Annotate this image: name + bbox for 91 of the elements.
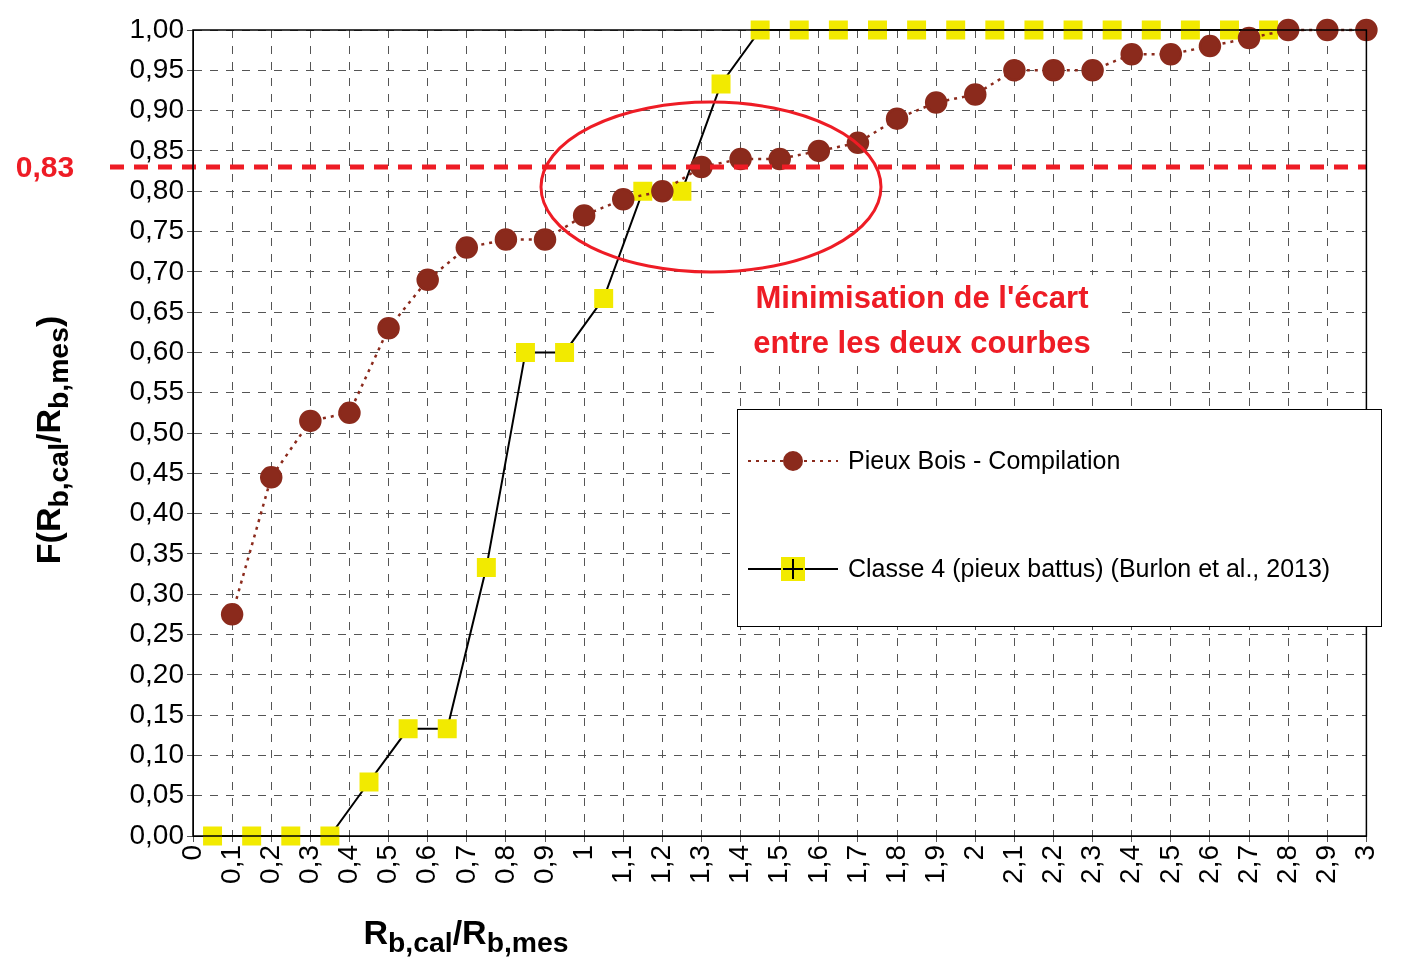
y-tick-label: 0,95 (129, 53, 184, 85)
y-tick-label: 0,60 (129, 335, 184, 367)
point (494, 228, 518, 251)
y-tick-label: 0,15 (129, 697, 184, 729)
point (1237, 26, 1261, 50)
x-tick-label: 1,7 (840, 845, 872, 884)
x-tick-label: 2,7 (1231, 845, 1263, 884)
y-tick-label: 0,65 (129, 294, 184, 326)
point (672, 181, 692, 201)
y-tick-label: 0,20 (129, 657, 184, 689)
y-tick-label: 0,30 (129, 576, 184, 608)
x-tick-label: 1,4 (723, 845, 755, 884)
x-tick-label: 0,9 (527, 845, 559, 884)
x-tick-label: 1,3 (684, 845, 716, 884)
x-tick-label: 1,1 (605, 845, 637, 884)
point (612, 188, 635, 211)
point (572, 204, 596, 227)
y-tick-label: 1,00 (129, 12, 184, 44)
point (533, 228, 557, 251)
x-tick-label: 1,8 (879, 845, 911, 884)
y-tick-label: 0,80 (129, 173, 184, 205)
x-tick-label: 2,1 (997, 845, 1029, 884)
x-tick-label: 2,8 (1270, 845, 1302, 884)
y-tick-label: 0,55 (129, 375, 184, 407)
x-tick-label: 1,9 (918, 845, 950, 884)
x-tick-label: 0,5 (371, 845, 403, 884)
point (885, 107, 909, 130)
point (594, 288, 614, 308)
x-tick-label: 2 (957, 845, 989, 861)
point (1355, 18, 1378, 42)
x-tick-label: 1,6 (801, 845, 833, 884)
point (1003, 59, 1026, 82)
point (220, 603, 244, 626)
x-tick-label: 2,9 (1310, 845, 1342, 884)
point (359, 772, 379, 792)
y-tick-label: 0,70 (129, 254, 184, 286)
y-tick-label: 0,10 (129, 738, 184, 770)
point (964, 83, 987, 106)
x-tick-label: 2,2 (1036, 845, 1068, 884)
x-tick-label: 1,5 (762, 845, 794, 884)
legend-label: Classe 4 (pieux battus) (Burlon et al., 2013) (848, 554, 1331, 583)
point (1081, 59, 1104, 82)
x-tick-label: 1 (566, 845, 598, 861)
point (299, 409, 322, 433)
point (1159, 42, 1183, 66)
x-tick-label: 3 (1349, 845, 1381, 861)
y-tick-label: 0,05 (129, 778, 184, 810)
y-tick-label: 0,50 (129, 415, 184, 447)
y-tick-label: 0,90 (129, 93, 184, 125)
point (377, 316, 400, 340)
point (1198, 34, 1222, 58)
x-tick-label: 0,6 (410, 845, 442, 884)
y-tick-label: 0,40 (129, 496, 184, 528)
x-tick-label: 0,7 (449, 845, 481, 884)
x-axis-title: R$_{b,cal}$/R$_{b,mes}$ (363, 913, 569, 959)
point (633, 181, 653, 201)
x-tick-label: 2,3 (1075, 845, 1107, 884)
point (1120, 42, 1143, 66)
x-tick-label: 2,4 (1114, 845, 1146, 884)
ref-line-label: 0,83 (15, 150, 75, 185)
x-tick-label: 0,2 (253, 845, 285, 884)
point (259, 466, 283, 489)
point (437, 719, 457, 739)
point (555, 342, 575, 362)
point (416, 268, 439, 292)
point (711, 74, 731, 94)
point (476, 558, 496, 578)
point (338, 401, 361, 425)
point (455, 236, 479, 259)
point (924, 91, 948, 114)
point (651, 179, 674, 203)
y-tick-label: 0,25 (129, 617, 184, 649)
point (515, 342, 535, 362)
legend-label: Pieux Bois - Compilation (848, 446, 1121, 475)
x-tick-label: 2,5 (1153, 845, 1185, 884)
x-tick-label: 1,2 (645, 845, 677, 884)
x-tick-label: 0,1 (214, 845, 246, 884)
y-tick-label: 0,35 (129, 536, 184, 568)
x-tick-label: 0,4 (332, 845, 364, 884)
x-tick-label: 2,6 (1192, 845, 1224, 884)
annotation: Minimisation de l'écart entre les deux courbes (722, 275, 1122, 365)
point (1316, 18, 1339, 42)
x-tick-label: 0,8 (488, 845, 520, 884)
y-tick-label: 0,75 (129, 214, 184, 246)
y-tick-label: 0,45 (129, 456, 184, 488)
x-tick-label: 0,3 (293, 845, 325, 884)
y-tick-label: 0,85 (129, 133, 184, 165)
point (398, 719, 418, 739)
point (807, 139, 831, 163)
point (1042, 59, 1065, 82)
point (768, 147, 791, 171)
